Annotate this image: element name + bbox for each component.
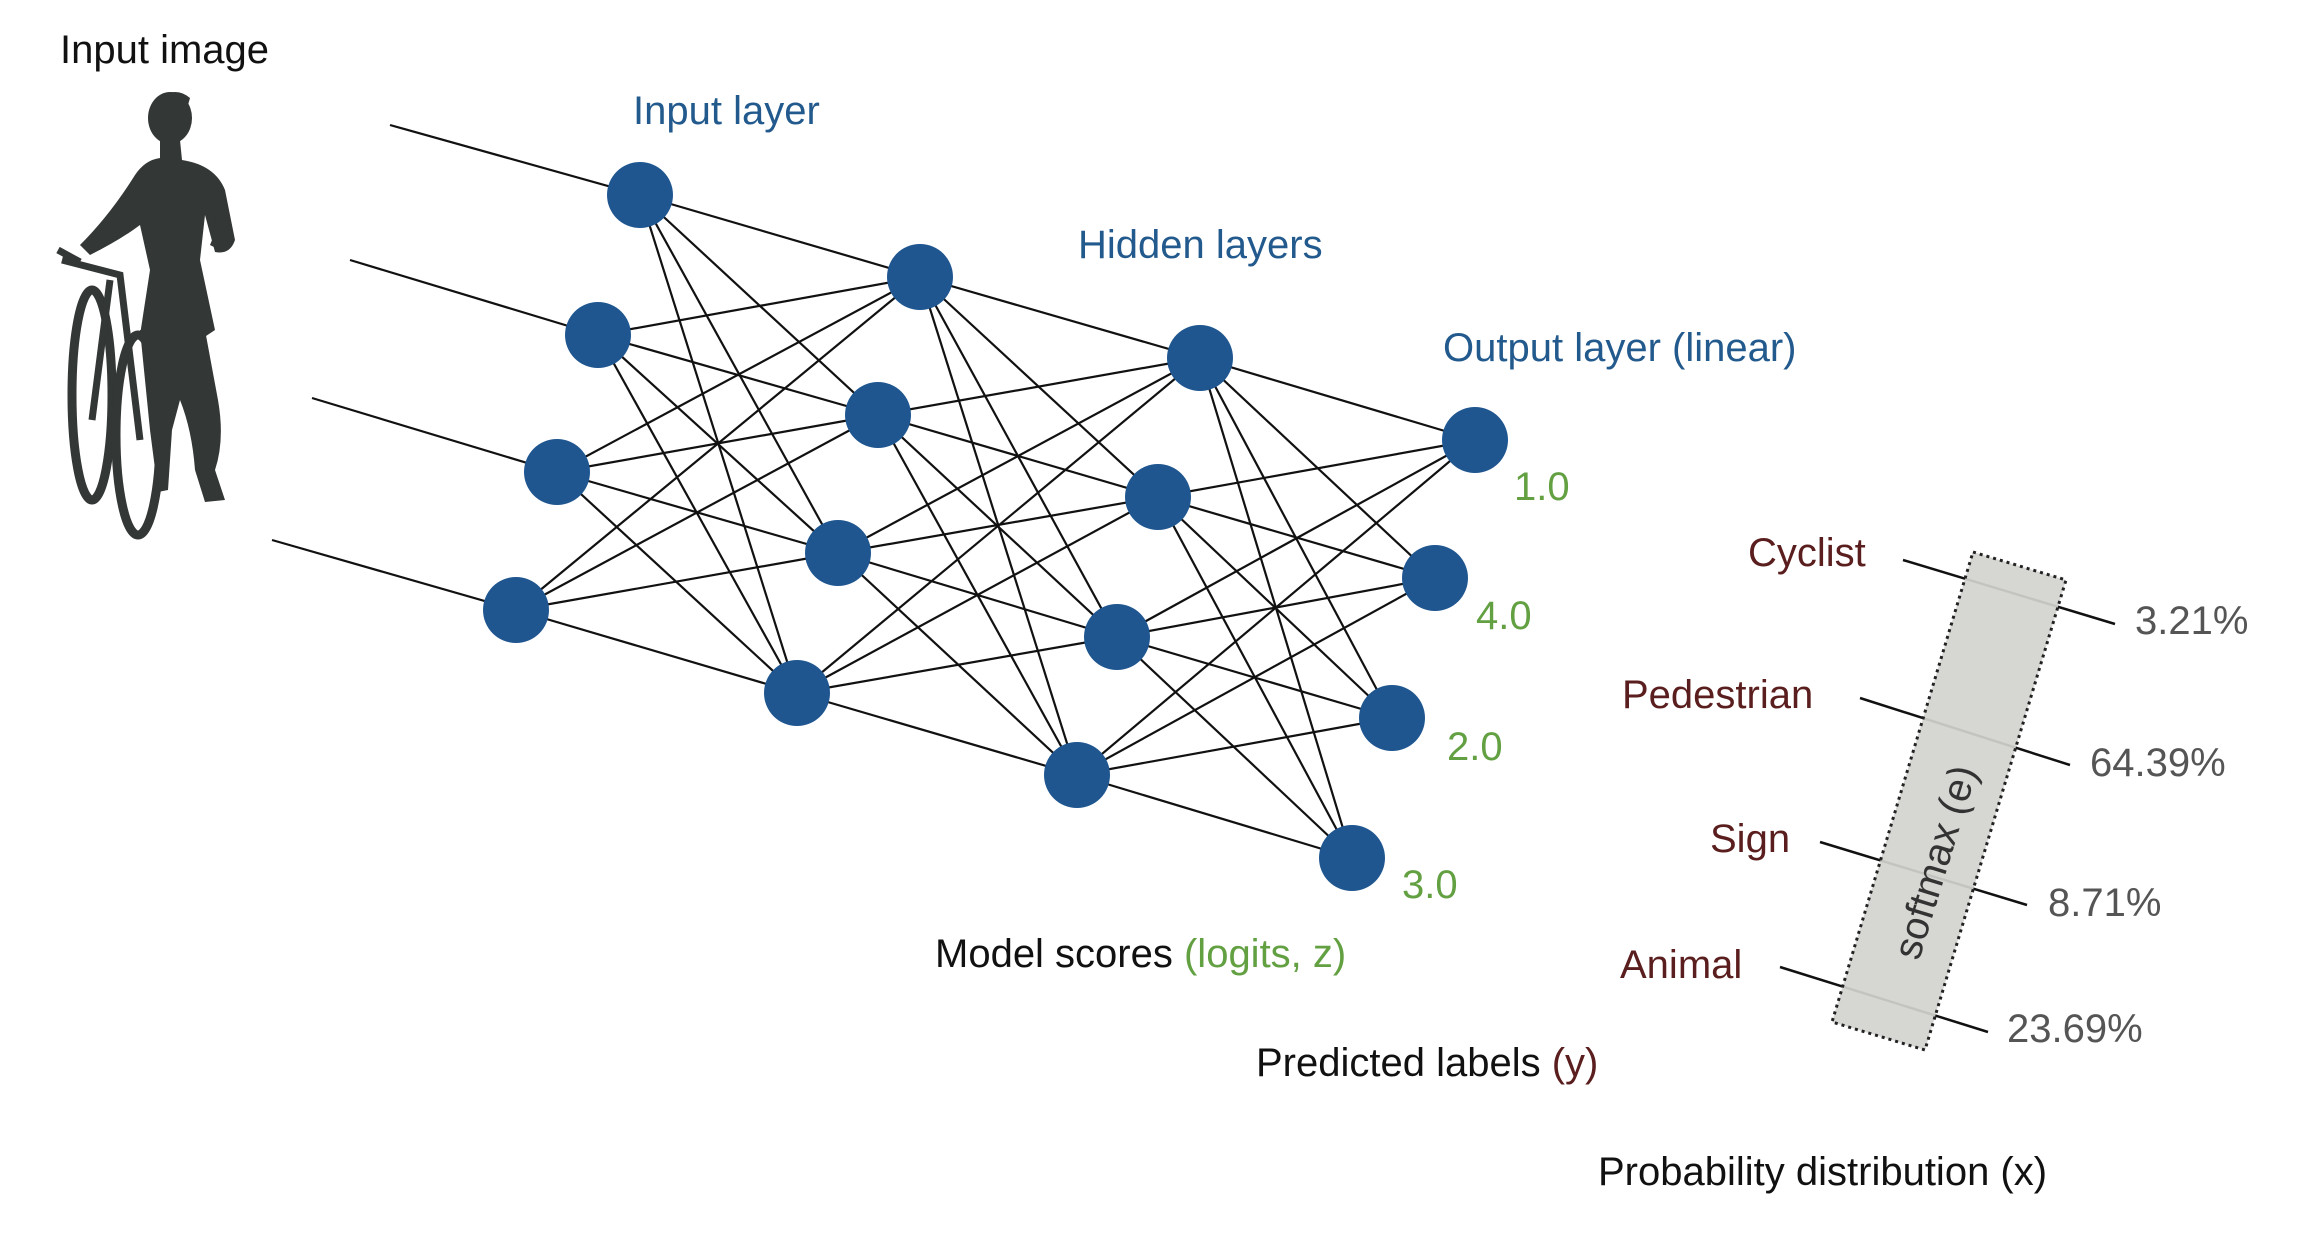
network-nodes (483, 162, 1508, 891)
network-edge (796, 691, 1078, 777)
output-node (1319, 825, 1385, 891)
network-edge (1076, 773, 1353, 860)
network-edge (796, 635, 1118, 695)
softmax-box (1830, 550, 2068, 1052)
predicted-labels-label: Predicted labels (y) (1256, 1041, 1598, 1085)
input-edge (349, 258, 599, 337)
probability-value: 23.69% (2007, 1007, 2143, 1051)
hidden-node (805, 520, 871, 586)
logit-value: 4.0 (1476, 594, 1532, 638)
network-edge (515, 414, 879, 611)
network-edge (877, 356, 1201, 417)
predicted-labels-text: Predicted labels (1256, 1041, 1552, 1085)
network-edges (271, 123, 1476, 860)
output-layer-label: Output layer (linear) (1443, 326, 1796, 370)
hidden-node (845, 382, 911, 448)
logit-value: 3.0 (1402, 863, 1458, 907)
input-edge (271, 538, 517, 612)
model-scores-label: Model scores (logits, z) (935, 932, 1346, 976)
input-layer-label: Input layer (633, 89, 820, 133)
input-node (565, 302, 631, 368)
network-edge (1076, 577, 1436, 776)
network-edge (796, 357, 1201, 694)
probability-value: 64.39% (2090, 741, 2226, 785)
input-node (483, 577, 549, 643)
output-node (1359, 685, 1425, 751)
logit-value: 2.0 (1447, 725, 1503, 769)
logit-value: 1.0 (1514, 465, 1570, 509)
network-edge (515, 608, 798, 695)
network-edge (597, 275, 921, 337)
network-edge (1076, 716, 1393, 777)
network-edge (1199, 356, 1476, 442)
probability-value: 8.71% (2048, 881, 2161, 925)
network-edge (1116, 439, 1476, 638)
network-edge (515, 551, 839, 612)
probability-distribution-label: Probability distribution (x) (1598, 1150, 2047, 1194)
network-edge (556, 276, 921, 473)
input-image-label: Input image (60, 28, 269, 72)
network-edge (919, 275, 1201, 360)
network-edge (1157, 438, 1476, 499)
model-scores-text: Model scores (935, 932, 1184, 976)
input-node (607, 162, 673, 228)
class-label: Cyclist (1748, 531, 1866, 575)
output-node (1402, 545, 1468, 611)
person-with-bicycle-icon (56, 91, 235, 540)
hidden-layers-label: Hidden layers (1078, 223, 1323, 267)
model-scores-logits: (logits, z) (1184, 932, 1346, 976)
hidden-node (1044, 742, 1110, 808)
network-edge (796, 496, 1159, 694)
network-edge (639, 193, 921, 279)
hidden-node (1125, 464, 1191, 530)
network-edge (515, 276, 921, 611)
input-edge (389, 123, 641, 197)
network-edge (1076, 439, 1476, 776)
probability-value: 3.21% (2135, 599, 2248, 643)
output-node (1442, 407, 1508, 473)
softmax-block: softmax (e) (1779, 550, 2116, 1052)
class-label: Animal (1620, 943, 1742, 987)
class-label: Sign (1710, 817, 1790, 861)
hidden-node (764, 660, 830, 726)
network-edge (837, 357, 1201, 554)
hidden-node (1167, 325, 1233, 391)
hidden-node (1084, 604, 1150, 670)
network-edge (597, 334, 798, 694)
hidden-node (887, 244, 953, 310)
class-label: Pedestrian (1622, 673, 1813, 717)
predicted-labels-y: (y) (1552, 1041, 1599, 1085)
input-node (524, 439, 590, 505)
input-edge (311, 396, 558, 474)
